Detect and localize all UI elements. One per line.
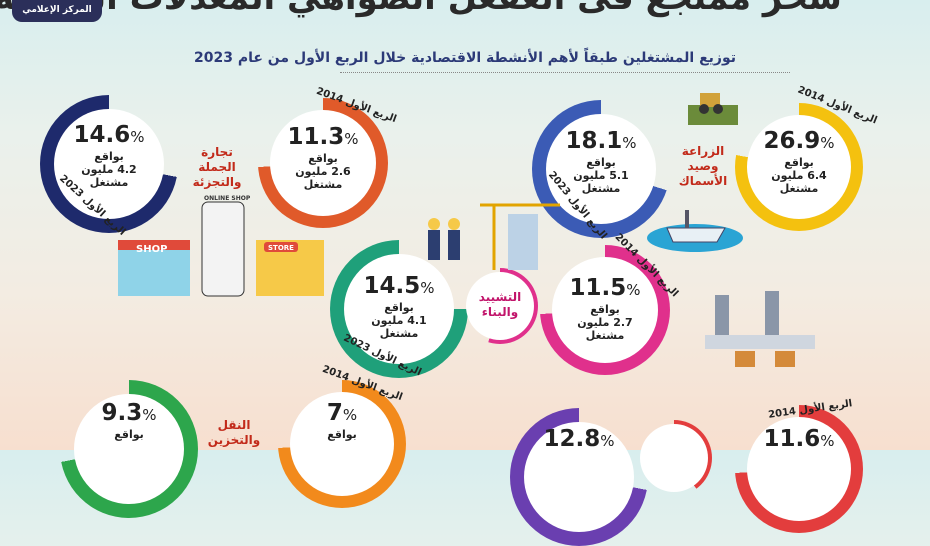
helmet <box>428 218 440 230</box>
tractor-wheel <box>713 104 723 114</box>
conveyor <box>705 335 815 349</box>
box <box>735 351 755 367</box>
constr-2023-percent: 14.5% <box>363 273 435 299</box>
trade-2023-stat: 14.6% بواقع 4.2 مليون مشتغل <box>54 122 164 189</box>
trade-sector-label: تجارة الجملة والتجزئة <box>192 145 242 189</box>
agri-2023-stat: 18.1% بواقع 5.1 مليون مشتغل <box>546 128 656 195</box>
constr-2023-stat: 14.5% بواقع 4.1 مليون مشتغل <box>344 273 454 340</box>
worker-label: مشتغل <box>379 327 419 340</box>
industry-2023-percent: 12.8% <box>543 426 615 452</box>
industry-2023-stat: 12.8% <box>524 426 634 454</box>
of-label: بواقع <box>784 156 814 169</box>
shop-sign: SHOP <box>136 244 167 255</box>
constr-label-inner <box>466 272 534 340</box>
helmet <box>448 218 460 230</box>
divider <box>340 72 790 73</box>
of-label: بواقع <box>114 428 144 441</box>
agri-sector-label: الزراعة وصيد الأسماك <box>678 144 728 188</box>
farm-field <box>688 105 738 125</box>
store-sign: STORE <box>268 244 294 252</box>
transport-2014-percent: 7% <box>326 400 358 426</box>
transport-2014-stat: 7% بواقع <box>290 400 394 441</box>
trade-2014-million: 2.6 مليون <box>295 165 351 178</box>
fishing-boat-illustration <box>647 210 743 252</box>
media-center-logo: المركز الإعلامي <box>12 0 102 22</box>
agri-2023-percent: 18.1% <box>565 128 637 154</box>
of-label: بواقع <box>327 428 357 441</box>
phone <box>201 201 245 297</box>
agri-2014-percent: 26.9% <box>763 128 835 154</box>
transport-2023-percent: 9.3% <box>101 400 157 426</box>
construction-illustration <box>428 203 560 270</box>
transport-sector-label: النقل والتخزين <box>207 418 261 447</box>
industry-2014-stat: 11.6% <box>747 426 851 454</box>
building <box>508 214 538 270</box>
transport-2023-stat: 9.3% بواقع <box>74 400 184 441</box>
trade-2014-percent: 11.3% <box>287 124 359 150</box>
constr-2014-million: 2.7 مليون <box>577 316 633 329</box>
worker-label: مشتغل <box>585 329 625 342</box>
industry-2014-percent: 11.6% <box>763 426 835 452</box>
factory-illustration <box>705 291 815 367</box>
boat-mast <box>685 210 689 228</box>
box <box>775 351 795 367</box>
agri-2014-inner <box>747 115 851 219</box>
worker <box>448 230 460 260</box>
of-label: بواقع <box>94 150 124 163</box>
of-label: بواقع <box>586 156 616 169</box>
boat-hull <box>666 227 726 243</box>
constr-2014-inner <box>552 257 658 363</box>
subtitle: توزيع المشتغلين طبقاً لأهم الأنشطة الاقت… <box>194 50 736 66</box>
tractor <box>700 93 720 107</box>
trade-2023-percent: 14.6% <box>73 122 145 148</box>
agri-2014-million: 6.4 مليون <box>771 169 827 182</box>
constr-sector-label: التشييد والبناء <box>478 290 522 319</box>
of-label: بواقع <box>384 301 414 314</box>
of-label: بواقع <box>308 152 338 165</box>
worker-label: مشتغل <box>89 176 129 189</box>
trade-2014-stat: 11.3% بواقع 2.6 مليون مشتغل <box>270 124 376 191</box>
farm-illustration <box>688 93 738 125</box>
agri-2023-inner <box>546 114 656 224</box>
tractor-wheel <box>699 104 709 114</box>
agri-2023-million: 5.1 مليون <box>573 169 629 182</box>
trade-2023-million: 4.2 مليون <box>81 163 137 176</box>
shops-illustration: SHOP ONLINE SHOP STORE <box>118 195 324 297</box>
of-label: بواقع <box>590 303 620 316</box>
trade-2014-inner <box>270 110 376 216</box>
trade-2023-inner <box>54 109 164 219</box>
worker <box>428 230 440 260</box>
logo-text: المركز الإعلامي <box>22 5 92 15</box>
worker-label: مشتغل <box>303 178 343 191</box>
store-sign-bg <box>264 242 298 252</box>
header: سحر ممتجع فى العفعل الصواهي المعدلات الع… <box>0 0 930 22</box>
worker-label: مشتغل <box>581 182 621 195</box>
online-shop-sign: ONLINE SHOP <box>204 195 251 202</box>
constr-2014-percent: 11.5% <box>569 275 641 301</box>
worker-label: مشتغل <box>779 182 819 195</box>
industry-label-inner <box>640 424 708 492</box>
headline: سحر ممتجع فى العفعل الصواهي المعدلات الع… <box>0 0 842 18</box>
constr-2023-inner <box>344 254 454 364</box>
constr-2023-million: 4.1 مليون <box>371 314 427 327</box>
robot-arm <box>765 291 779 335</box>
shop-awning <box>118 240 190 250</box>
robot-arm <box>715 295 729 335</box>
agri-2014-stat: 26.9% بواقع 6.4 مليون مشتغل <box>747 128 851 195</box>
constr-2014-stat: 11.5% بواقع 2.7 مليون مشتغل <box>552 275 658 342</box>
